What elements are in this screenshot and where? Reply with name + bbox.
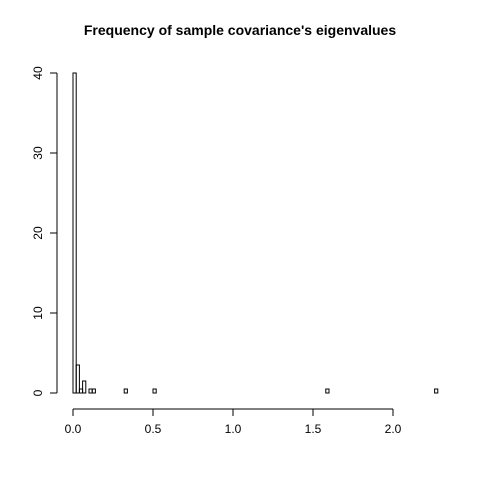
x-axis: 0.0 0.5 1.0 1.5 2.0 bbox=[65, 408, 402, 436]
histogram-bar bbox=[91, 388, 96, 394]
y-tick-label: 30 bbox=[31, 146, 45, 160]
histogram-bar bbox=[123, 388, 128, 394]
x-tick-label: 1.5 bbox=[305, 422, 322, 436]
histogram-bar bbox=[152, 388, 157, 394]
x-tick-label: 1.0 bbox=[225, 422, 242, 436]
histogram-bars bbox=[72, 72, 439, 394]
x-tick-label: 0.5 bbox=[145, 422, 162, 436]
histogram-bar bbox=[325, 388, 330, 394]
x-tick-label: 2.0 bbox=[385, 422, 402, 436]
histogram-bar bbox=[82, 380, 87, 394]
y-tick-label: 40 bbox=[31, 66, 45, 80]
histogram-bar bbox=[75, 364, 80, 394]
chart-title: Frequency of sample covariance's eigenva… bbox=[83, 22, 397, 38]
y-tick-label: 0 bbox=[31, 389, 45, 396]
histogram-bar bbox=[72, 72, 77, 394]
x-tick-label: 0.0 bbox=[65, 422, 82, 436]
y-axis: 0 10 20 30 40 bbox=[31, 66, 58, 396]
y-tick-label: 20 bbox=[31, 226, 45, 240]
y-tick-label: 10 bbox=[31, 306, 45, 320]
histogram-bar bbox=[434, 388, 439, 394]
